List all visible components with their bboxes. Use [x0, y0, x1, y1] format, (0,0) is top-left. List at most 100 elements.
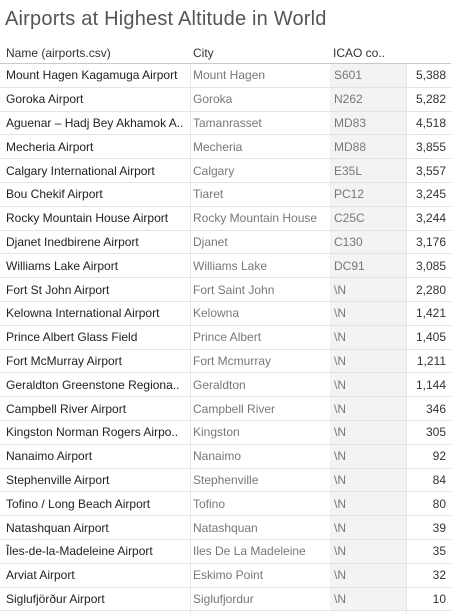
table-row[interactable]: Rocky Mountain House Airport Rocky Mounta…	[0, 206, 451, 231]
city-cell: Tofino	[193, 496, 226, 511]
altitude-value-cell: 346	[425, 401, 446, 416]
column-header-name[interactable]: Name (airports.csv)	[6, 46, 111, 60]
table-row[interactable]: Nanaimo Airport Nanaimo \N 92	[0, 444, 451, 469]
table-row[interactable]: Mount Hagen Kagamuga Airport Mount Hagen S…	[0, 64, 451, 88]
table-row[interactable]: Williams Lake Airport Williams Lake DC91 3,…	[0, 254, 451, 279]
airport-name-cell: Stephenville Airport	[6, 472, 110, 487]
city-cell: Iles De La Madeleine	[193, 544, 306, 559]
altitude-value-cell: 3,557	[415, 163, 446, 178]
altitude-value-cell: 84	[432, 472, 446, 487]
airport-name-cell: Mecheria Airport	[6, 139, 94, 154]
table-row[interactable]: Îles-de-la-Madeleine Airport Iles De La M…	[0, 539, 451, 564]
icao-code-cell: MD83	[330, 111, 406, 135]
airport-name-cell: Rocky Mountain House Airport	[6, 211, 169, 226]
airport-name-cell: Williams Lake Airport	[6, 258, 119, 273]
table-row[interactable]: Mecheria Airport Mecheria MD88 3,855	[0, 135, 451, 160]
altitude-value-cell: 5,282	[415, 92, 446, 107]
table-row[interactable]: Goroka Airport Goroka N262 5,282	[0, 87, 451, 112]
airport-name-cell: Geraldton Greenstone Regiona..	[6, 377, 180, 392]
table-body: Mount Hagen Kagamuga Airport Mount Hagen S…	[0, 64, 451, 612]
icao-code-cell: N262	[330, 87, 406, 111]
city-cell: Prince Albert	[193, 330, 262, 345]
icao-code-cell: MD88	[330, 135, 406, 159]
table-row[interactable]: Bou Chekif Airport Tiaret PC12 3,245	[0, 182, 451, 207]
city-cell: Tamanrasset	[193, 115, 262, 130]
altitude-value-cell: 3,245	[415, 187, 446, 202]
city-cell: Rocky Mountain House	[193, 211, 318, 226]
table-row[interactable]: Geraldton Greenstone Regiona.. Geraldton \…	[0, 373, 451, 398]
city-cell: Fort Saint John	[193, 282, 275, 297]
icao-code-cell: C25C	[330, 206, 406, 230]
airport-name-cell: Fort McMurray Airport	[6, 353, 123, 368]
column-divider	[406, 64, 407, 614]
table-row[interactable]: Prince Albert Glass Field Prince Albert \N…	[0, 325, 451, 350]
table-row[interactable]: Fort McMurray Airport Fort Mcmurray \N 1,21…	[0, 349, 451, 374]
icao-code-cell: \N	[330, 397, 406, 420]
icao-code-cell: \N	[330, 563, 406, 587]
icao-code-cell: \N	[330, 301, 406, 325]
city-cell: Eskimo Point	[193, 568, 264, 583]
table-row[interactable]: Arviat Airport Eskimo Point \N 32	[0, 563, 451, 588]
altitude-value-cell: 35	[432, 544, 446, 559]
city-cell: Siglufjordur	[193, 591, 254, 606]
airport-name-cell: Aguenar – Hadj Bey Akhamok A..	[6, 115, 184, 130]
column-header-icao[interactable]: ICAO co..	[333, 46, 386, 60]
airport-name-cell: Kelowna International Airport	[6, 306, 160, 321]
table-row[interactable]: Fort St John Airport Fort Saint John \N 2,2…	[0, 278, 451, 302]
altitude-value-cell: 32	[432, 568, 446, 583]
icao-code-cell: \N	[330, 349, 406, 373]
altitude-value-cell: 92	[432, 449, 446, 464]
icao-code-cell: \N	[330, 420, 406, 444]
airport-name-cell: Kingston Norman Rogers Airpo..	[6, 425, 179, 440]
airport-name-cell: Natashquan Airport	[6, 520, 109, 535]
icao-code-cell: \N	[330, 325, 406, 349]
column-divider	[190, 64, 191, 614]
altitude-value-cell: 4,518	[415, 115, 446, 130]
icao-code-cell: \N	[330, 468, 406, 492]
table-row[interactable]: Calgary International Airport Calgary E35L…	[0, 159, 451, 183]
icao-code-cell: \N	[330, 373, 406, 397]
table-row[interactable]: Djanet Inedbirene Airport Djanet C130 3,176	[0, 230, 451, 255]
icao-code-cell: \N	[330, 539, 406, 563]
airport-name-cell: Arviat Airport	[6, 568, 75, 583]
header-divider	[0, 63, 451, 64]
city-cell: Natashquan	[193, 520, 258, 535]
city-cell: Stephenville	[193, 472, 259, 487]
icao-code-cell: \N	[330, 587, 406, 611]
table-row[interactable]: Tofino / Long Beach Airport Tofino \N 80	[0, 492, 451, 517]
airport-name-cell: Goroka Airport	[6, 92, 84, 107]
airport-name-cell: Fort St John Airport	[6, 282, 110, 297]
city-cell: Djanet	[193, 234, 228, 249]
column-header-city[interactable]: City	[193, 46, 214, 60]
altitude-value-cell: 1,144	[415, 377, 446, 392]
icao-code-cell: \N	[330, 492, 406, 516]
airport-name-cell: Îles-de-la-Madeleine Airport	[6, 544, 153, 559]
icao-code-cell: S601	[330, 64, 406, 87]
table-row[interactable]: Campbell River Airport Campbell River \N 34…	[0, 397, 451, 421]
table-row[interactable]: Aguenar – Hadj Bey Akhamok A.. Tamanrasse…	[0, 111, 451, 136]
airport-name-cell: Prince Albert Glass Field	[6, 330, 138, 345]
city-cell: Goroka	[193, 92, 233, 107]
airport-name-cell: Nanaimo Airport	[6, 449, 93, 464]
table-row[interactable]: Kelowna International Airport Kelowna \N 1,…	[0, 301, 451, 326]
city-cell: Campbell River	[193, 401, 276, 416]
table-row[interactable]: Siglufjörður Airport Siglufjordur \N 10	[0, 587, 451, 612]
city-cell: Nanaimo	[193, 449, 242, 464]
city-cell: Tiaret	[193, 187, 224, 202]
altitude-value-cell: 1,211	[416, 353, 446, 368]
city-cell: Williams Lake	[193, 258, 268, 273]
icao-code-cell: \N	[330, 444, 406, 468]
city-cell: Kelowna	[193, 306, 240, 321]
airport-name-cell: Campbell River Airport	[6, 401, 127, 416]
altitude-value-cell: 80	[432, 496, 446, 511]
table-row[interactable]: Natashquan Airport Natashquan \N 39	[0, 516, 451, 540]
icao-code-cell: PC12	[330, 182, 406, 206]
table-row[interactable]: Kingston Norman Rogers Airpo.. Kingston \N…	[0, 420, 451, 445]
page-title: Airports at Highest Altitude in World	[5, 8, 327, 30]
city-cell: Kingston	[193, 425, 240, 440]
table-row[interactable]: Stephenville Airport Stephenville \N 84	[0, 468, 451, 493]
altitude-value-cell: 3,244	[415, 211, 446, 226]
altitude-value-cell: 3,855	[415, 139, 446, 154]
altitude-value-cell: 1,405	[415, 330, 446, 345]
